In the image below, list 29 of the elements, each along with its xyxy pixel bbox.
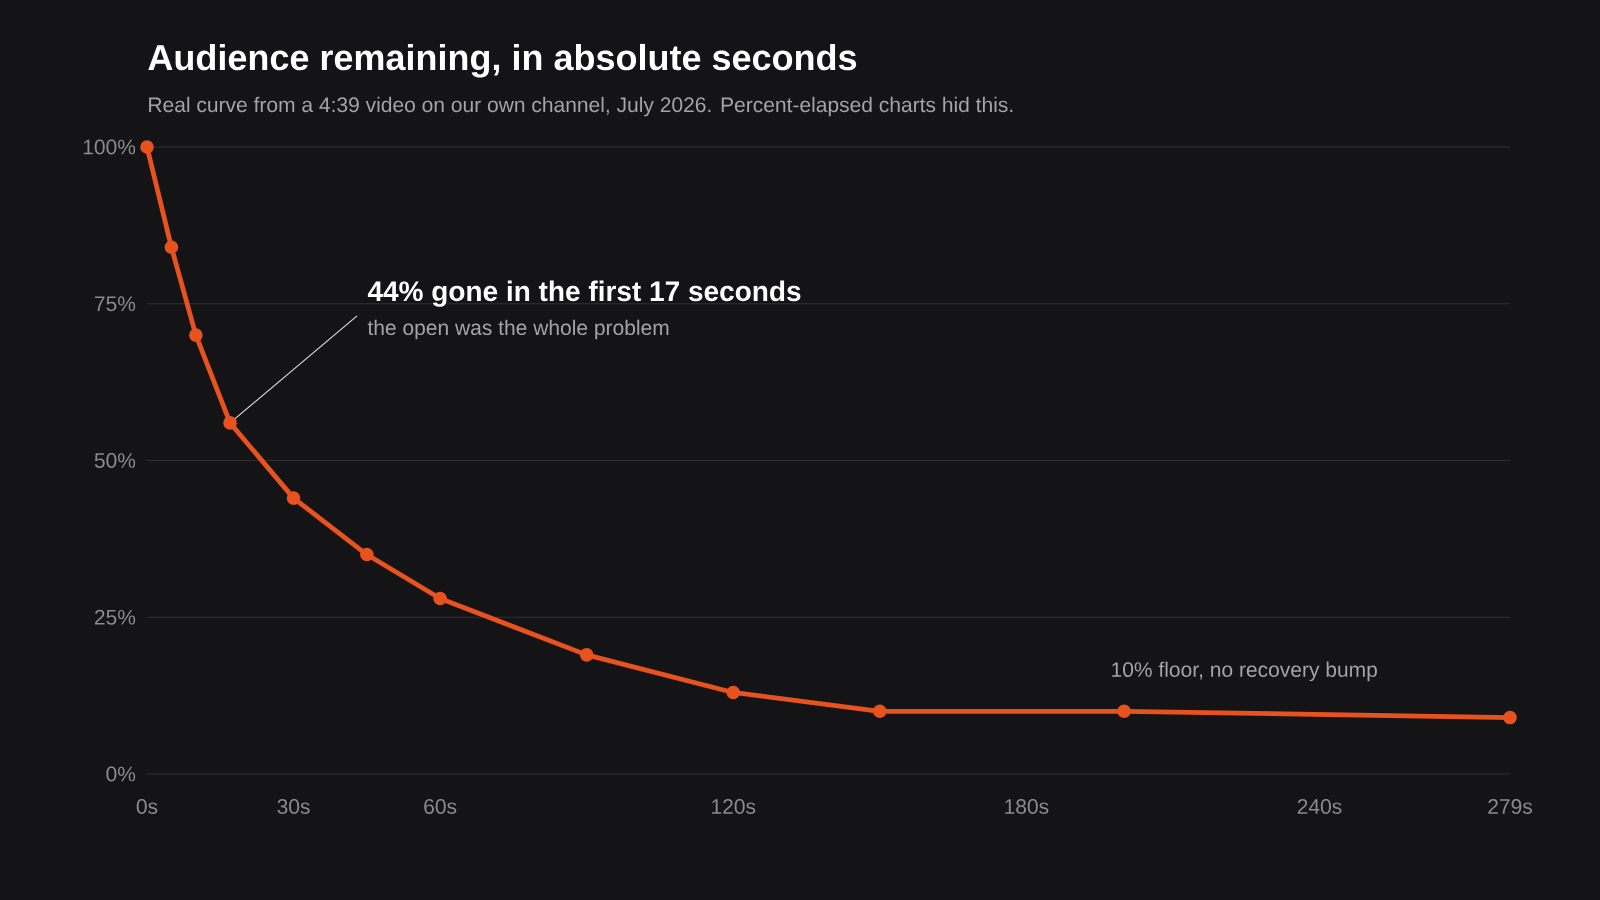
- point: [164, 240, 179, 255]
- annotation: 10% floor, no recovery bump: [1112, 661, 1377, 682]
- point: [286, 491, 301, 505]
- y-tick-label: 50%: [94, 453, 136, 468]
- point: [1503, 710, 1517, 725]
- point: [360, 547, 374, 562]
- point: [140, 140, 154, 154]
- point: [433, 591, 447, 606]
- y-tick-label: 75%: [94, 296, 136, 312]
- x-tick-label: 120s: [712, 799, 756, 814]
- point: [579, 648, 594, 662]
- y-tick-label: 25%: [94, 609, 136, 625]
- x-tick-label: 279s: [1488, 799, 1532, 814]
- point: [873, 704, 887, 719]
- y-tick-label: 0%: [106, 766, 136, 782]
- y-tick-label: 100%: [83, 139, 136, 155]
- annotation: the open was the whole problem: [367, 319, 669, 340]
- x-tick-label: 60s: [424, 799, 457, 814]
- chart-title: Audience remaining, in absolute seconds: [148, 43, 857, 78]
- x-tick-label: 240s: [1297, 799, 1342, 814]
- point: [726, 685, 741, 700]
- point: [223, 416, 237, 430]
- point: [189, 328, 203, 342]
- x-tick-label: 0s: [136, 799, 158, 814]
- point: [1117, 704, 1131, 719]
- x-tick-label: 180s: [1005, 799, 1049, 814]
- x-tick-label: 30s: [277, 799, 310, 814]
- chart-subtitle: Real curve from a 4:39 video on our own channel, July 2026. Percent-elapsed charts hid this.: [149, 96, 1013, 117]
- annotation: 44% gone in the first 17 seconds: [367, 280, 801, 307]
